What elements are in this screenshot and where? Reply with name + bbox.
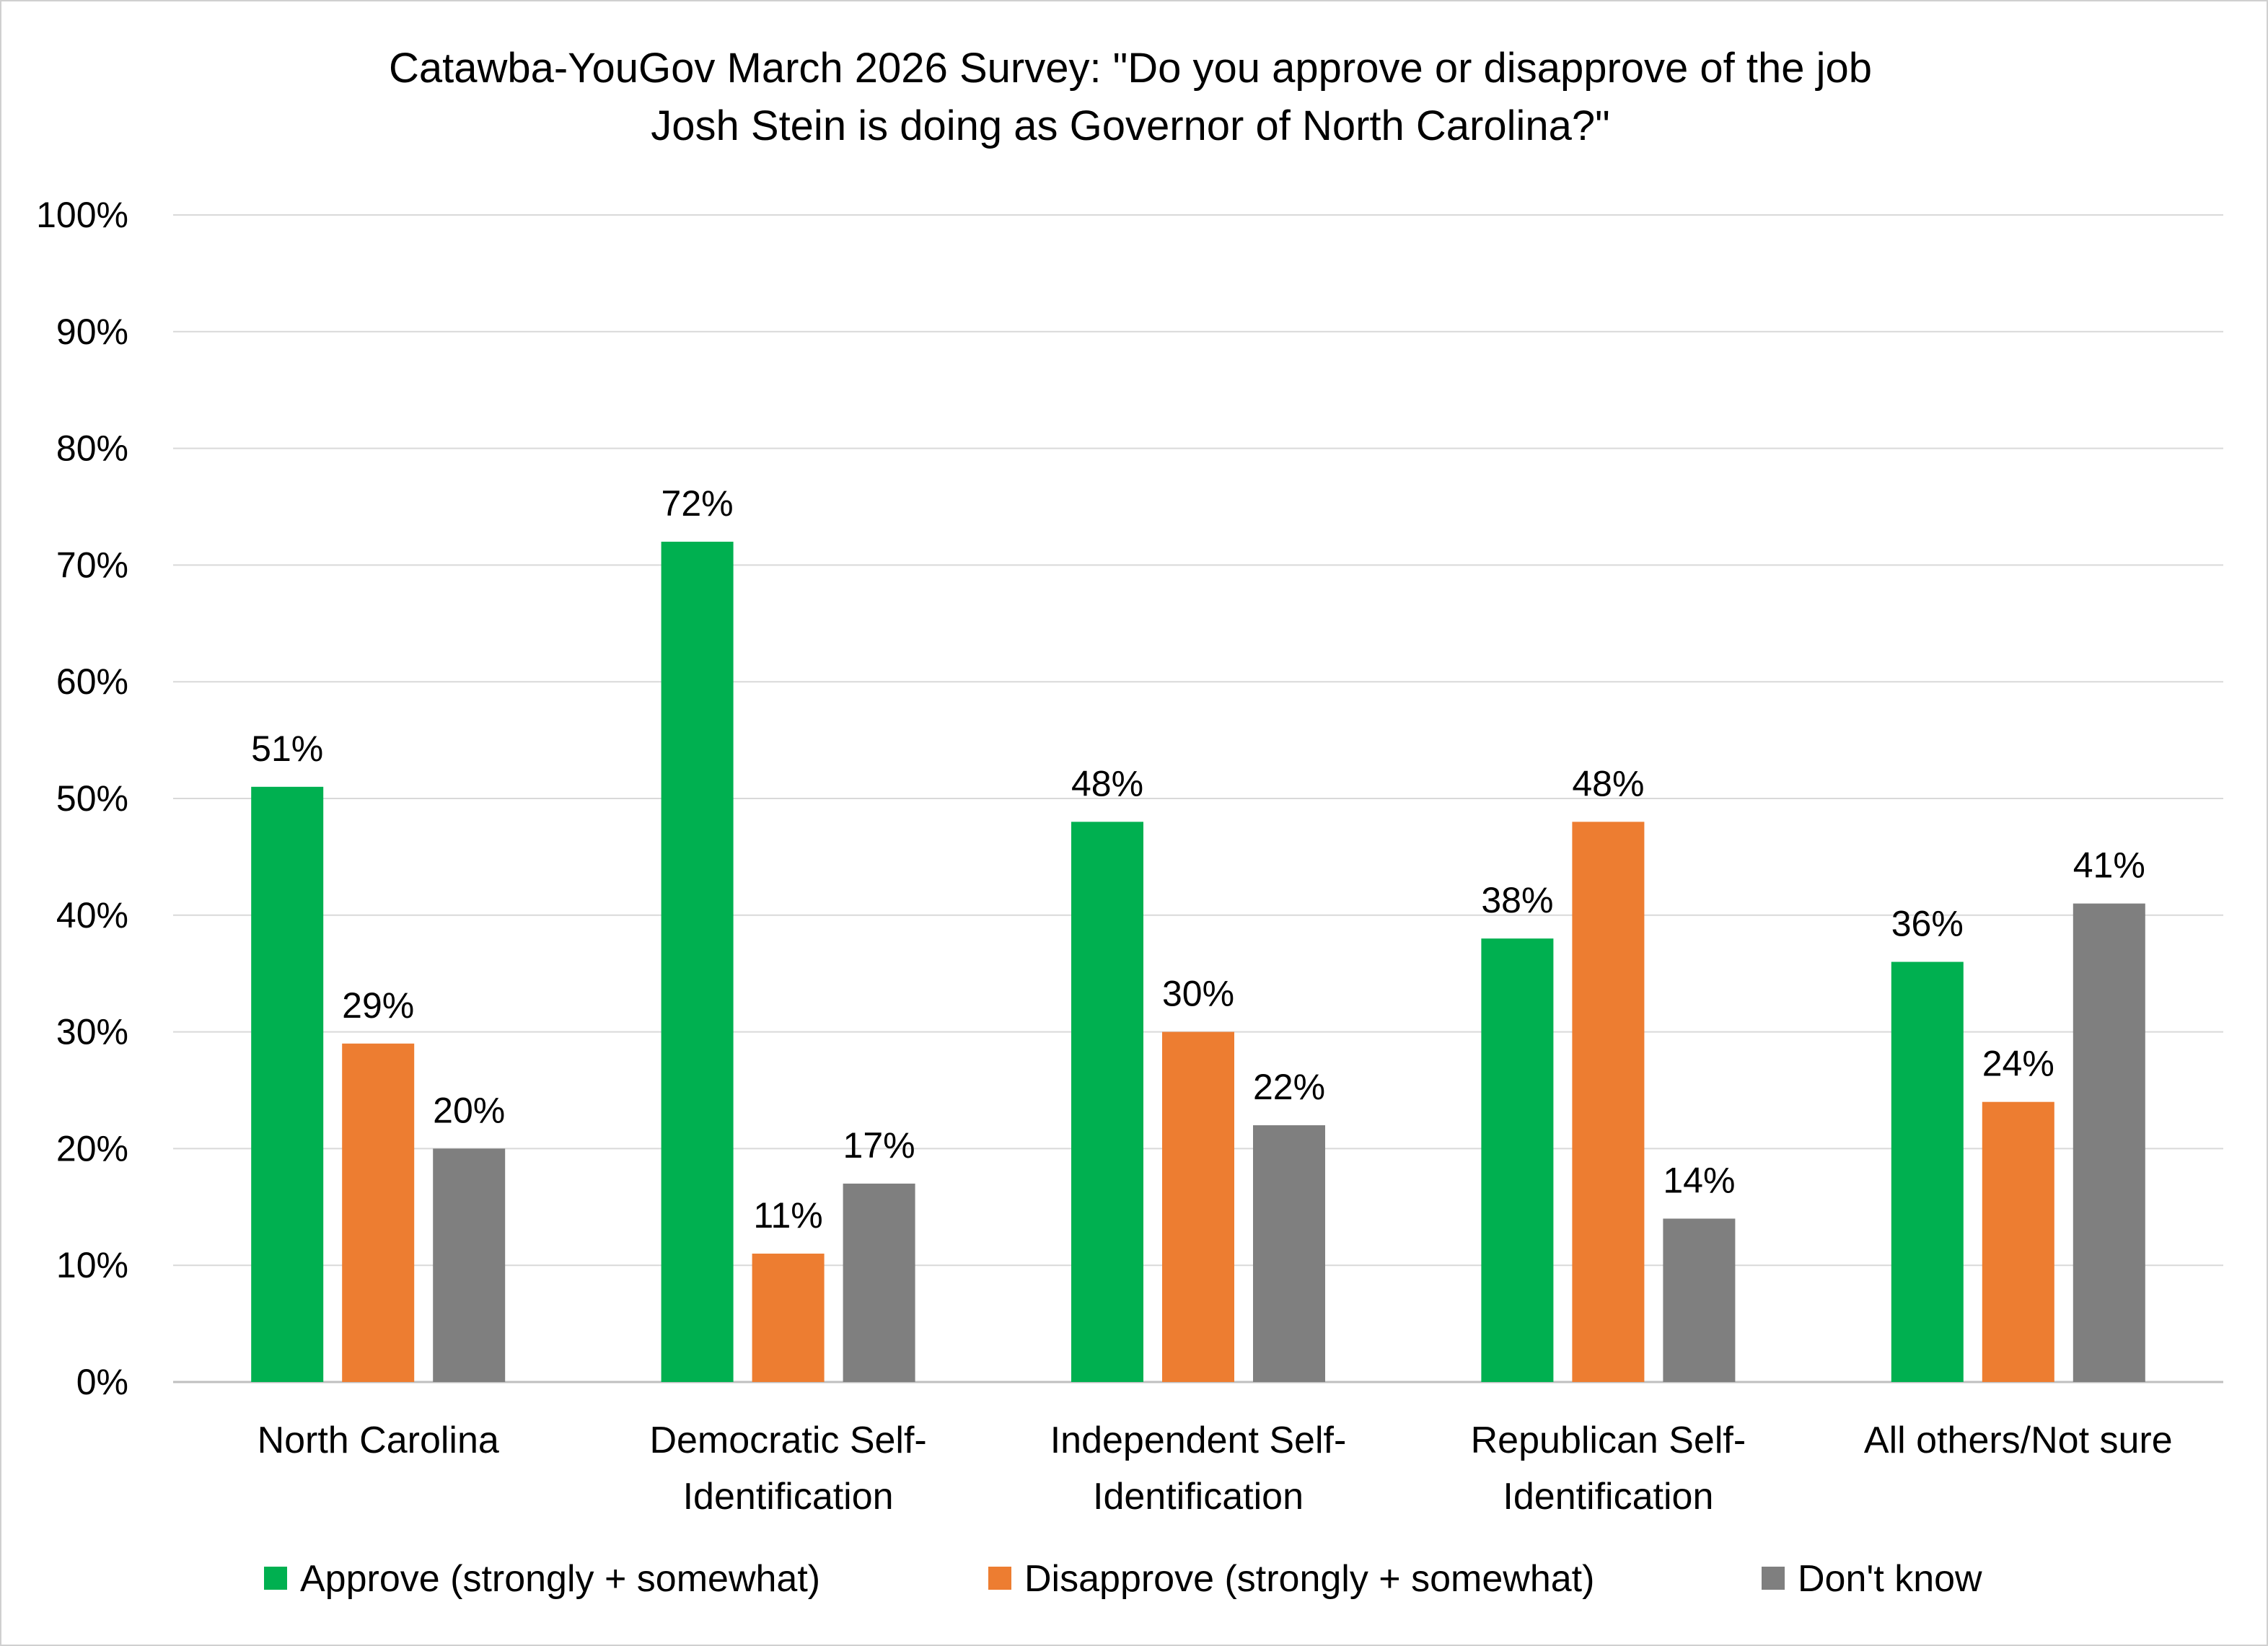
y-tick-label: 50% xyxy=(56,778,128,819)
bar xyxy=(1162,1031,1234,1382)
bar xyxy=(1891,961,1964,1382)
y-tick-label: 40% xyxy=(56,895,128,936)
legend-swatch xyxy=(264,1567,287,1590)
chart-title-line: Josh Stein is doing as Governor of North… xyxy=(651,102,1610,149)
data-labels: 51% 72% 48% 38% 36% 29% 11% 30% 48% 24% 20% 17% 22% 1… xyxy=(251,483,2145,1236)
bar xyxy=(661,542,734,1382)
category-label: Identification xyxy=(683,1476,894,1518)
category-label: North Carolina xyxy=(258,1420,499,1461)
bars xyxy=(251,542,2145,1382)
legend-swatch xyxy=(1762,1567,1785,1590)
data-label: 41% xyxy=(2073,845,2145,886)
bar xyxy=(251,786,324,1382)
y-tick-label: 20% xyxy=(56,1128,128,1169)
data-label: 30% xyxy=(1162,974,1234,1014)
y-tick-label: 90% xyxy=(56,312,128,352)
y-tick-label: 70% xyxy=(56,545,128,585)
legend-label: Don't know xyxy=(1798,1558,1982,1600)
legend: Approve (strongly + somewhat) Disapprove … xyxy=(264,1558,1982,1600)
bar xyxy=(1982,1101,2054,1382)
bar xyxy=(1253,1125,1325,1382)
chart-title-line: Catawba-YouGov March 2026 Survey: "Do yo… xyxy=(389,45,1872,92)
bar xyxy=(843,1183,915,1382)
category-label: Democratic Self- xyxy=(649,1420,926,1461)
bar xyxy=(1663,1218,1736,1382)
legend-swatch xyxy=(988,1567,1011,1590)
chart-title: Catawba-YouGov March 2026 Survey: "Do yo… xyxy=(389,45,1872,149)
data-label: 11% xyxy=(753,1195,822,1236)
bar xyxy=(1071,822,1143,1382)
gridlines xyxy=(173,214,2223,1383)
bar xyxy=(1481,938,1554,1382)
bar xyxy=(1572,822,1645,1382)
category-label: Identification xyxy=(1093,1476,1304,1518)
bar xyxy=(342,1043,415,1382)
y-tick-label: 80% xyxy=(56,428,128,469)
data-label: 38% xyxy=(1481,880,1553,920)
y-tick-label: 0% xyxy=(76,1362,128,1402)
bar xyxy=(2073,903,2145,1382)
category-label: All others/Not sure xyxy=(1864,1420,2173,1461)
legend-label: Approve (strongly + somewhat) xyxy=(300,1558,820,1600)
y-tick-label: 10% xyxy=(56,1245,128,1285)
data-label: 24% xyxy=(1982,1044,2054,1084)
category-label: Republican Self- xyxy=(1471,1420,1746,1461)
data-label: 29% xyxy=(342,985,414,1026)
data-label: 22% xyxy=(1253,1067,1325,1107)
data-label: 51% xyxy=(251,729,323,769)
data-label: 36% xyxy=(1891,904,1964,944)
data-label: 48% xyxy=(1572,763,1644,804)
data-label: 14% xyxy=(1663,1160,1735,1200)
bar xyxy=(433,1148,506,1382)
data-label: 72% xyxy=(662,483,734,524)
x-axis-categories: North Carolina Democratic Self- Identifica… xyxy=(258,1420,2173,1518)
data-label: 48% xyxy=(1071,763,1143,804)
y-axis-ticks: 0% 10% 20% 30% 40% 50% 60% 70% 80% 90% 100% xyxy=(36,195,128,1402)
y-tick-label: 100% xyxy=(36,195,128,235)
bar xyxy=(752,1254,825,1382)
data-label: 20% xyxy=(433,1090,505,1130)
category-label: Identification xyxy=(1503,1476,1713,1518)
y-tick-label: 60% xyxy=(56,661,128,702)
y-tick-label: 30% xyxy=(56,1012,128,1052)
legend-label: Disapprove (strongly + somewhat) xyxy=(1024,1558,1594,1600)
category-label: Independent Self- xyxy=(1050,1420,1347,1461)
data-label: 17% xyxy=(843,1125,915,1166)
